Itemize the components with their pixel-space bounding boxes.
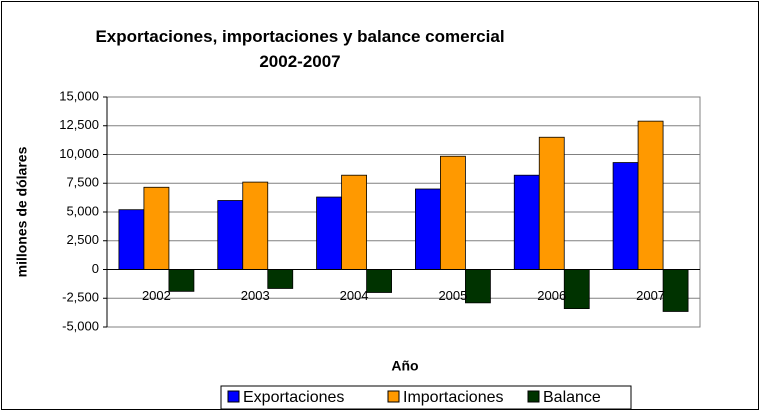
x-axis-label: Año (391, 358, 418, 374)
y-axis-label: millones de dólares (14, 146, 30, 277)
y-tick-label: 0 (92, 261, 99, 276)
y-tick-label: 7,500 (66, 175, 99, 190)
y-tick-label: -5,000 (62, 318, 99, 333)
bar (118, 209, 145, 270)
y-tick-label: 10,000 (59, 146, 99, 161)
bar (415, 188, 441, 270)
bar (538, 136, 565, 270)
bar (267, 269, 294, 289)
bar (168, 269, 195, 292)
legend-label: Balance (543, 389, 601, 406)
bar (316, 196, 342, 270)
bar (612, 162, 639, 270)
bar (217, 200, 244, 270)
y-tick-label: 2,500 (66, 232, 99, 247)
y-tick-label: -2,500 (62, 290, 99, 305)
y-tick-label: 5,000 (66, 203, 99, 218)
bar (440, 155, 466, 270)
x-tick-label: 2005 (438, 288, 467, 303)
bar (563, 269, 590, 309)
y-tick-label: 15,000 (59, 88, 99, 103)
legend-label: Exportaciones (243, 389, 344, 406)
x-tick-label: 2004 (340, 288, 369, 303)
bar (143, 186, 170, 270)
chart-title: Exportaciones, importaciones y balance c… (95, 27, 505, 71)
bar (366, 269, 392, 293)
bar (341, 174, 367, 270)
x-tick-label: 2007 (636, 288, 665, 303)
bar (513, 174, 540, 270)
legend-swatch (387, 390, 400, 403)
bar (637, 120, 664, 270)
bar (662, 269, 689, 312)
legend-label: Importaciones (403, 389, 504, 406)
x-tick-label: 2002 (142, 288, 171, 303)
y-tick-label: 12,500 (59, 117, 99, 132)
bar (465, 269, 491, 304)
x-tick-label: 2006 (537, 288, 566, 303)
x-tick-label: 2003 (241, 288, 270, 303)
bar (242, 181, 269, 270)
legend-swatch (227, 390, 240, 403)
legend-swatch (527, 390, 540, 403)
